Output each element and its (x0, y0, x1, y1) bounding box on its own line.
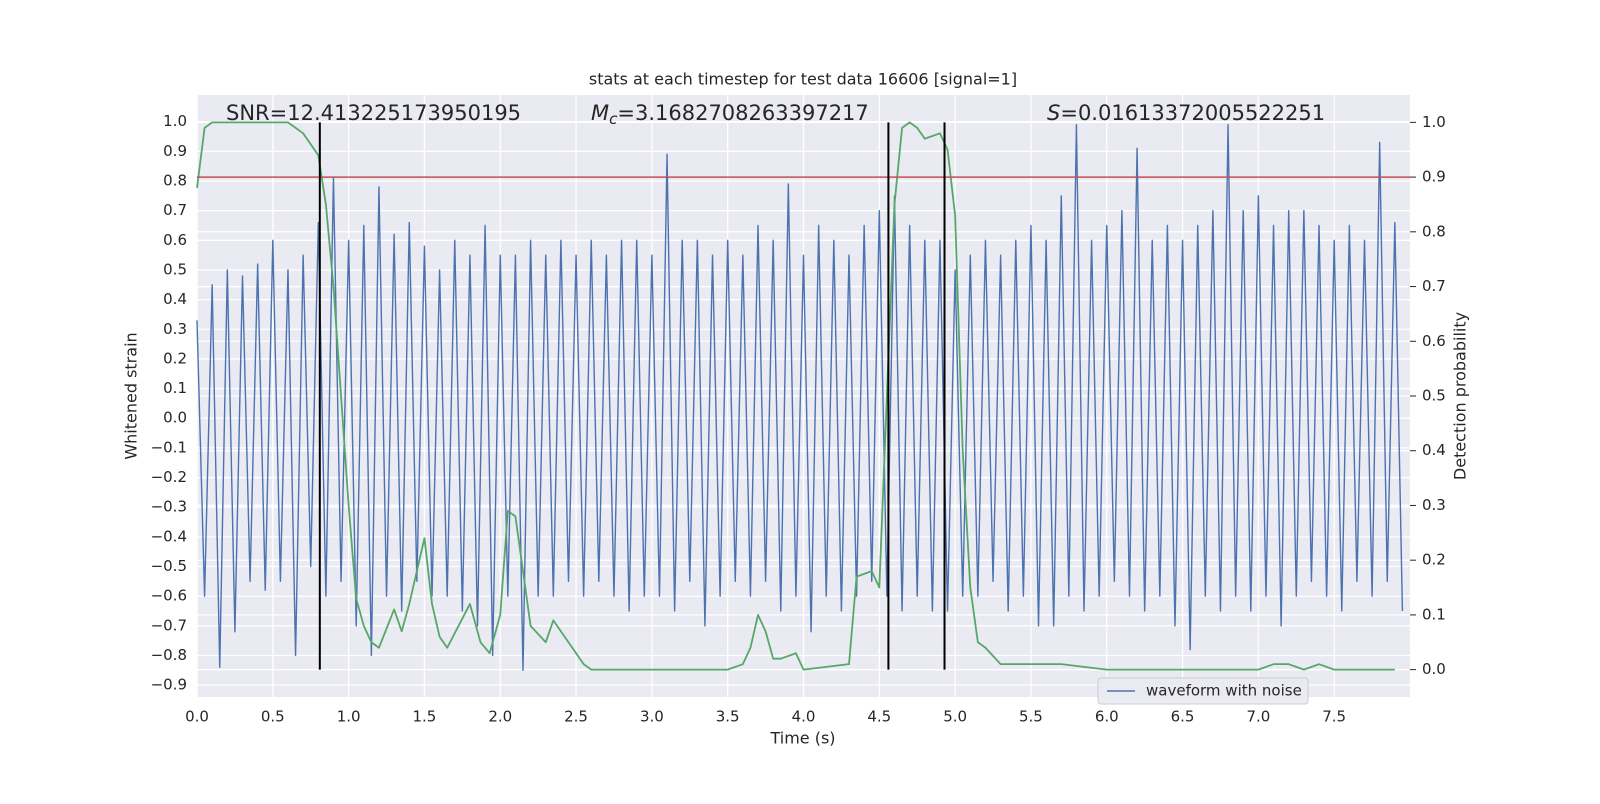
x-axis-label: Time (s) (769, 729, 835, 748)
annotation: S=0.01613372005522251 (1047, 101, 1325, 125)
annotation-text: =3.1682708263397217 (617, 101, 868, 125)
y-tick-label: 1.0 (163, 112, 187, 130)
x-tick-label: 7.0 (1246, 708, 1270, 726)
x-tick-label: 1.5 (413, 708, 437, 726)
y2-tick-label: 0.6 (1422, 332, 1446, 350)
annotation-symbol: S (1047, 101, 1060, 125)
y-tick-label: 0.8 (163, 172, 187, 190)
legend-label: waveform with noise (1146, 682, 1302, 700)
x-tick-label: 3.5 (716, 708, 740, 726)
annotation: Mc=3.1682708263397217 (591, 101, 869, 128)
x-tick-label: 5.5 (1019, 708, 1043, 726)
y-tick-label: 0.4 (163, 290, 187, 308)
y2-tick-label: 0.4 (1422, 441, 1446, 459)
annotation-text: =0.01613372005522251 (1060, 101, 1325, 125)
y-tick-label: −0.8 (151, 646, 187, 664)
x-tick-label: 1.0 (337, 708, 361, 726)
series-line (196, 121, 1395, 671)
legend-box (1097, 677, 1309, 705)
y-tick-label: 0.2 (163, 349, 187, 367)
y-tick-label: 0.7 (163, 201, 187, 219)
series-line (196, 123, 1404, 672)
y-tick-label: 0.1 (163, 379, 187, 397)
x-tick-label: 7.5 (1322, 708, 1346, 726)
annotation-subscript: c (609, 110, 618, 128)
y2-tick-label: 0.8 (1422, 222, 1446, 240)
x-tick-label: 6.0 (1095, 708, 1119, 726)
chart-title: stats at each timestep for test data 166… (589, 70, 1017, 89)
x-tick-label: 2.0 (488, 708, 512, 726)
y-tick-label: −0.5 (151, 557, 187, 575)
y-tick-label: −0.4 (151, 527, 187, 545)
y-tick-label: 0.9 (163, 142, 187, 160)
annotation-text: SNR=12.413225173950195 (226, 101, 521, 125)
y2-tick-label: 0.1 (1422, 605, 1446, 623)
x-tick-label: 4.0 (792, 708, 816, 726)
x-tick-label: 2.5 (564, 708, 588, 726)
x-tick-label: 0.5 (261, 708, 285, 726)
y-tick-label: 0.6 (163, 231, 187, 249)
y2-tick-label: 0.2 (1422, 551, 1446, 569)
y2-axis-label: Detection probability (1451, 312, 1470, 480)
y-tick-label: −0.6 (151, 587, 187, 605)
y2-tick-label: 0.5 (1422, 387, 1446, 405)
annotation: SNR=12.413225173950195 (226, 101, 521, 125)
y-tick-label: −0.7 (151, 616, 187, 634)
y-axis-label: Whitened strain (122, 332, 141, 459)
plot-data (196, 121, 1410, 672)
x-tick-label: 5.0 (943, 708, 967, 726)
y-tick-label: −0.2 (151, 468, 187, 486)
y-tick-label: −0.9 (151, 676, 187, 694)
x-tick-label: 3.0 (640, 708, 664, 726)
y2-tick-label: 0.0 (1422, 660, 1446, 678)
x-tick-label: 6.5 (1171, 708, 1195, 726)
x-tick-label: 0.0 (185, 708, 209, 726)
y2-tick-label: 0.7 (1422, 277, 1446, 295)
y-tick-label: −0.3 (151, 498, 187, 516)
y-tick-label: −0.1 (151, 438, 187, 456)
y2-tick-label: 1.0 (1422, 113, 1446, 131)
y2-tick-label: 0.9 (1422, 168, 1446, 186)
y2-tick-label: 0.3 (1422, 496, 1446, 514)
annotation-symbol: M (591, 101, 609, 125)
y-tick-label: 0.5 (163, 260, 187, 278)
grid (196, 95, 1410, 697)
x-tick-label: 4.5 (867, 708, 891, 726)
y-tick-label: 0.0 (163, 409, 187, 427)
y-tick-label: 0.3 (163, 320, 187, 338)
